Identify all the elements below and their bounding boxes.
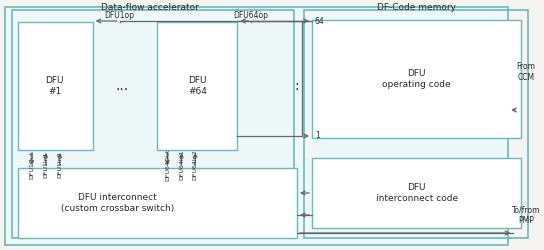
Text: To/from
PMP: To/from PMP: [512, 205, 540, 225]
Text: Data-flow accelerator: Data-flow accelerator: [101, 2, 199, 12]
Bar: [12, 10, 294, 238]
Bar: [18, 168, 297, 238]
Text: DFU
#64: DFU #64: [188, 76, 207, 96]
Text: DFU64Out: DFU64Out: [165, 149, 170, 181]
Bar: [18, 22, 92, 150]
Bar: [312, 158, 521, 228]
Text: DFU
interconnect code: DFU interconnect code: [375, 183, 458, 203]
Text: DFU
operating code: DFU operating code: [382, 69, 451, 89]
Bar: [304, 10, 528, 238]
Text: DFU
#1: DFU #1: [46, 76, 64, 96]
Text: 1: 1: [315, 132, 320, 140]
Text: 64: 64: [315, 18, 325, 26]
Text: From
CCM: From CCM: [517, 62, 536, 82]
Text: DFU1Out: DFU1Out: [29, 151, 34, 179]
Text: DFU1In1: DFU1In1: [44, 152, 48, 178]
Text: DFU64In2: DFU64In2: [193, 150, 198, 180]
Text: DFU1In2: DFU1In2: [57, 152, 63, 178]
Text: DFU interconnect
(custom crossbar switch): DFU interconnect (custom crossbar switch…: [61, 193, 174, 213]
Text: DF-Code memory: DF-Code memory: [377, 2, 456, 12]
Text: DFU1op: DFU1op: [104, 12, 134, 20]
Text: :: :: [295, 79, 299, 93]
Text: ...: ...: [115, 79, 128, 93]
Bar: [157, 22, 237, 150]
Text: DFU64op: DFU64op: [233, 12, 269, 20]
Bar: [312, 20, 521, 138]
Text: DFU64In1: DFU64In1: [179, 150, 184, 180]
